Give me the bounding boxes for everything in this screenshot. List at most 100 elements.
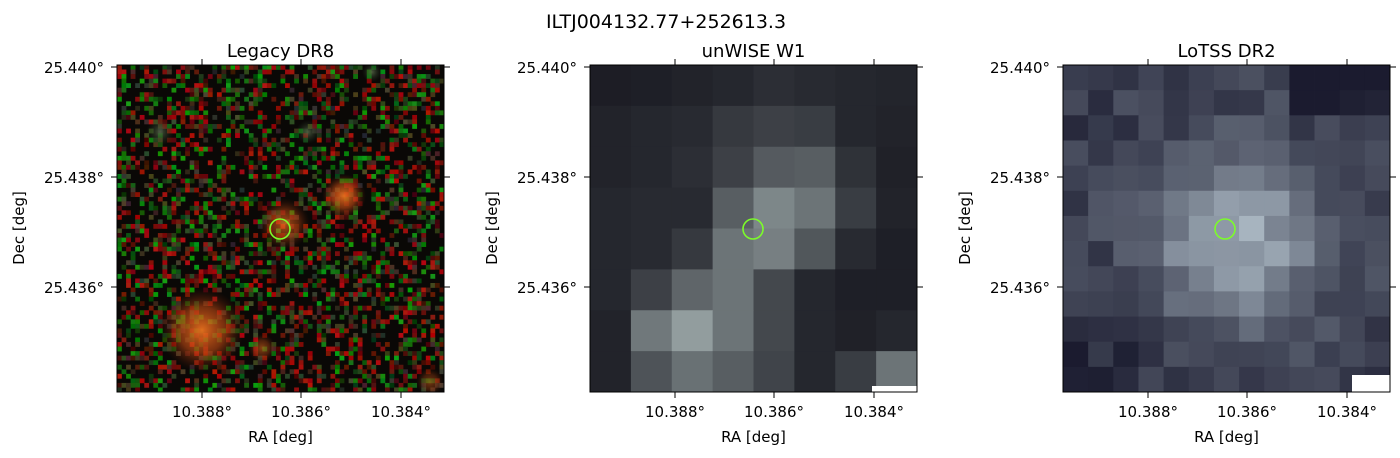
noise-pixel (394, 96, 399, 102)
image-block (753, 310, 795, 352)
noise-pixel (157, 114, 163, 120)
noise-pixel (425, 219, 431, 225)
noise-pixel (194, 283, 200, 288)
noise-pixel (275, 251, 281, 257)
image-block (1063, 341, 1089, 368)
noise-pixel (321, 114, 327, 120)
noise-pixel (266, 128, 272, 134)
noise-pixel (230, 260, 236, 266)
noise-pixel (375, 201, 381, 207)
noise-pixel (325, 346, 331, 352)
noise-pixel (389, 373, 395, 379)
noise-pixel (244, 65, 250, 70)
noise-pixel (412, 351, 418, 356)
noise-pixel (239, 124, 245, 129)
noise-pixel (207, 92, 213, 98)
noise-pixel (157, 364, 163, 370)
noise-pixel (216, 164, 222, 170)
noise-pixel (339, 296, 345, 302)
noise-pixel (303, 205, 309, 211)
noise-pixel (412, 332, 418, 338)
noise-pixel (362, 110, 368, 116)
noise-pixel (230, 292, 236, 297)
noise-pixel (430, 214, 436, 220)
noise-pixel (166, 364, 172, 370)
noise-pixel (353, 269, 359, 275)
image-block (1264, 291, 1290, 317)
noise-pixel (207, 214, 213, 220)
noise-pixel (294, 164, 299, 170)
noise-pixel (244, 233, 250, 238)
noise-pixel (171, 196, 177, 202)
noise-pixel (371, 237, 377, 243)
image-block (630, 105, 673, 148)
noise-pixel (348, 142, 354, 148)
noise-pixel (117, 355, 122, 361)
noise-pixel (253, 101, 259, 107)
noise-pixel (216, 174, 222, 179)
noise-pixel (235, 105, 240, 111)
noise-pixel (294, 287, 299, 293)
noise-pixel (253, 287, 259, 293)
noise-pixel (289, 178, 295, 184)
noise-pixel (371, 242, 377, 247)
noise-pixel (394, 174, 399, 179)
noise-pixel (289, 87, 295, 93)
noise-pixel (262, 164, 268, 170)
noise-pixel (398, 305, 404, 311)
noise-pixel (135, 355, 141, 361)
noise-pixel (244, 69, 250, 75)
noise-pixel (244, 119, 250, 125)
noise-pixel (285, 251, 290, 257)
galaxy-blob (258, 198, 310, 250)
noise-pixel (412, 87, 418, 93)
noise-pixel (289, 337, 295, 343)
noise-pixel (275, 255, 281, 261)
noise-pixel (194, 378, 200, 384)
noise-pixel (362, 264, 368, 270)
noise-pixel (266, 328, 272, 334)
noise-pixel (135, 96, 141, 102)
noise-pixel (212, 269, 218, 275)
image-block (1239, 241, 1265, 267)
noise-pixel (285, 310, 290, 316)
noise-pixel (298, 201, 304, 207)
noise-pixel (434, 151, 440, 157)
noise-pixel (384, 242, 390, 247)
noise-pixel (171, 205, 177, 211)
noise-pixel (394, 169, 399, 175)
noise-pixel (348, 378, 354, 384)
noise-pixel (289, 96, 295, 102)
noise-pixel (384, 119, 390, 125)
noise-pixel (430, 332, 436, 338)
noise-pixel (185, 214, 190, 220)
noise-pixel (198, 105, 204, 111)
noise-pixel (194, 160, 200, 166)
noise-pixel (117, 137, 122, 143)
noise-pixel (130, 183, 136, 188)
noise-pixel (257, 314, 263, 320)
noise-pixel (117, 174, 122, 179)
noise-pixel (294, 105, 299, 111)
noise-pixel (271, 292, 277, 297)
noise-pixel (412, 164, 418, 170)
noise-pixel (212, 255, 218, 261)
noise-pixel (307, 323, 313, 329)
noise-pixel (216, 92, 222, 98)
noise-pixel (394, 387, 399, 392)
noise-pixel (166, 251, 172, 257)
noise-pixel (380, 346, 386, 352)
noise-pixel (176, 151, 181, 157)
noise-pixel (316, 178, 322, 184)
noise-pixel (425, 305, 431, 311)
noise-pixel (416, 323, 422, 329)
noise-pixel (185, 251, 190, 257)
noise-pixel (121, 183, 127, 188)
noise-pixel (207, 146, 213, 152)
image-block (1213, 165, 1240, 192)
noise-pixel (298, 269, 304, 275)
noise-pixel (144, 83, 150, 89)
noise-pixel (148, 83, 154, 89)
noise-pixel (375, 128, 381, 134)
noise-pixel (394, 105, 399, 111)
